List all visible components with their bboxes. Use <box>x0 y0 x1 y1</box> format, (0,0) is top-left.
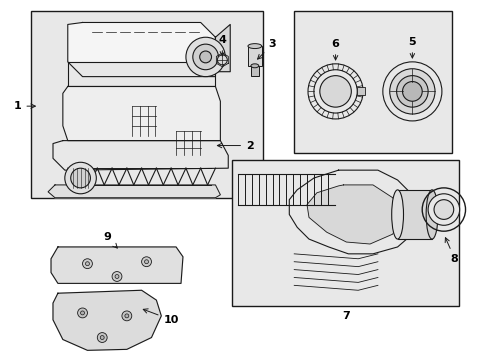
Bar <box>294 11 451 153</box>
Polygon shape <box>51 247 183 283</box>
Text: 5: 5 <box>407 37 415 58</box>
Circle shape <box>217 55 227 65</box>
Circle shape <box>124 314 128 318</box>
Text: 4: 4 <box>218 35 226 56</box>
Polygon shape <box>289 170 416 254</box>
Polygon shape <box>68 22 215 77</box>
Polygon shape <box>215 24 230 72</box>
Circle shape <box>433 200 453 219</box>
Circle shape <box>319 76 350 107</box>
Circle shape <box>427 194 459 225</box>
Bar <box>397 190 431 239</box>
Polygon shape <box>53 141 228 170</box>
Text: 7: 7 <box>342 311 349 321</box>
Circle shape <box>185 37 225 77</box>
Circle shape <box>65 162 96 194</box>
Circle shape <box>115 275 119 278</box>
Polygon shape <box>53 290 161 350</box>
Polygon shape <box>63 86 220 141</box>
Circle shape <box>122 311 131 321</box>
Bar <box>250 66 258 76</box>
Circle shape <box>112 271 122 282</box>
Bar <box>357 87 365 95</box>
Circle shape <box>78 308 87 318</box>
Circle shape <box>81 311 84 315</box>
Circle shape <box>402 82 421 101</box>
Circle shape <box>396 76 427 107</box>
Circle shape <box>71 168 90 188</box>
Text: 1: 1 <box>14 101 35 111</box>
Text: 9: 9 <box>103 232 117 248</box>
Circle shape <box>85 262 89 266</box>
Circle shape <box>382 62 441 121</box>
Bar <box>31 11 262 198</box>
Ellipse shape <box>425 190 437 239</box>
Circle shape <box>97 333 107 342</box>
Circle shape <box>142 257 151 267</box>
Polygon shape <box>68 62 215 86</box>
Circle shape <box>389 69 434 114</box>
Bar <box>247 46 261 66</box>
Text: 6: 6 <box>331 39 339 60</box>
Text: 3: 3 <box>257 39 276 59</box>
Circle shape <box>82 259 92 269</box>
Polygon shape <box>306 185 402 244</box>
Ellipse shape <box>250 64 258 68</box>
Text: 10: 10 <box>143 309 179 325</box>
Circle shape <box>199 51 211 63</box>
Polygon shape <box>48 185 220 198</box>
Ellipse shape <box>391 190 403 239</box>
Text: 2: 2 <box>217 140 253 150</box>
Circle shape <box>144 260 148 264</box>
Ellipse shape <box>247 44 261 49</box>
Text: 8: 8 <box>444 238 458 264</box>
Circle shape <box>313 70 357 113</box>
Circle shape <box>192 44 218 70</box>
Bar <box>232 160 458 306</box>
Circle shape <box>100 336 104 339</box>
